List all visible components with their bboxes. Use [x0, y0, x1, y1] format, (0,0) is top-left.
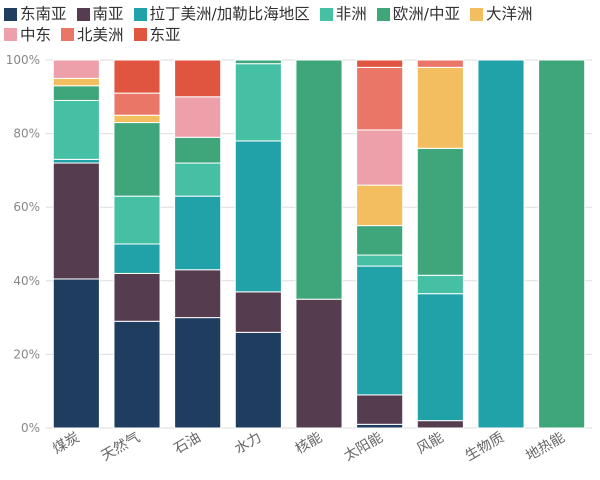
x-category-label: 煤炭: [50, 430, 82, 458]
bar-segment: [113, 114, 161, 124]
bar-segment: [113, 92, 161, 116]
y-tick-label: 40%: [13, 274, 40, 288]
legend-swatch: [4, 28, 17, 41]
bar-segment: [234, 291, 282, 333]
bar-segment: [356, 225, 404, 256]
bar-segment: [174, 195, 222, 271]
x-axis-labels: 煤炭 天然气 石油 水力 核能 太阳能 风能 生物质 地热能: [50, 429, 568, 465]
bar-segment: [52, 99, 100, 160]
bar-segment: [52, 85, 100, 101]
y-tick-label: 0%: [21, 421, 40, 435]
bar-segment: [356, 129, 404, 186]
bar-segment: [416, 66, 464, 149]
bar-segment: [174, 136, 222, 164]
bar-segment: [234, 140, 282, 293]
legend-swatch: [133, 7, 147, 21]
legend-item[interactable]: 东亚: [133, 25, 181, 45]
bar-segment: [356, 184, 404, 227]
bar-segment: [113, 122, 161, 197]
legend-item[interactable]: 北美洲: [61, 25, 124, 45]
bar-segment: [416, 59, 464, 68]
y-tick-label: 80%: [13, 127, 40, 141]
bar-segment: [234, 331, 282, 429]
legend-label: 东南亚: [20, 5, 67, 23]
bar-segment: [416, 274, 464, 295]
bar-segment: [52, 77, 100, 87]
legend-swatch: [76, 7, 90, 21]
bar-segment: [52, 162, 100, 280]
bar-segment: [174, 269, 222, 319]
bar-segment: [477, 59, 525, 429]
bar-segment: [174, 59, 222, 98]
bar-segment: [113, 272, 161, 322]
bar-segment: [174, 162, 222, 197]
y-tick-label: 20%: [13, 347, 40, 361]
bar-segment: [416, 147, 464, 276]
bar-segment: [174, 96, 222, 138]
bar-segment: [174, 317, 222, 429]
legend-swatch: [319, 7, 333, 21]
bar-segment: [356, 423, 404, 429]
bar-segment: [356, 59, 404, 68]
legend-label: 拉丁美洲/加勒比海地区: [149, 5, 310, 23]
legend-swatch: [4, 7, 17, 21]
bar-segment: [356, 394, 404, 425]
x-category-label: 水力: [232, 430, 264, 458]
legend-label: 大洋洲: [486, 5, 533, 23]
bar-segment: [538, 59, 586, 429]
legend-label: 东亚: [149, 25, 181, 44]
bar-segment: [416, 293, 464, 422]
bars: [52, 59, 586, 429]
bar-segment: [416, 420, 464, 429]
bar-segment: [295, 298, 343, 429]
legend: 东南亚 南亚 拉丁美洲/加勒比海地区 非洲 欧洲/中亚 大洋洲中东 北美洲 东亚: [4, 4, 596, 45]
y-axis-ticks: 0% 20% 40% 60% 80% 100%: [6, 53, 40, 435]
legend-item[interactable]: 中东: [4, 25, 51, 45]
y-tick-label: 100%: [6, 53, 40, 67]
y-tick-label: 60%: [13, 200, 40, 214]
legend-item[interactable]: 非洲: [319, 4, 367, 24]
x-category-label: 核能: [293, 430, 325, 458]
legend-label: 欧洲/中亚: [392, 5, 461, 23]
legend-item[interactable]: 拉丁美洲/加勒比海地区: [133, 4, 310, 24]
x-category-label: 石油: [171, 430, 203, 458]
bar-segment: [295, 59, 343, 300]
bar-segment: [113, 195, 161, 245]
legend-item[interactable]: 东南亚: [4, 4, 67, 24]
x-category-label: 地热能: [523, 430, 567, 465]
bar-segment: [113, 243, 161, 274]
legend-label: 中东: [20, 25, 52, 44]
bar-segment: [234, 63, 282, 142]
bar-segment: [356, 66, 404, 131]
bar-segment: [356, 265, 404, 396]
x-category-label: 风能: [414, 430, 446, 458]
x-category-label: 天然气: [98, 429, 143, 465]
legend-item[interactable]: 南亚: [76, 4, 124, 24]
bar-segment: [52, 158, 100, 164]
legend-swatch: [376, 7, 390, 21]
bar-segment: [52, 278, 100, 429]
legend-label: 北美洲: [77, 25, 124, 44]
legend-label: 南亚: [92, 5, 124, 23]
bar-segment: [113, 59, 161, 94]
legend-swatch: [61, 28, 75, 41]
legend-swatch: [470, 7, 484, 21]
bar-segment: [234, 59, 282, 65]
x-category-label: 生物质: [463, 430, 507, 465]
x-category-label: 太阳能: [341, 430, 385, 465]
legend-swatch: [133, 28, 147, 41]
bar-segment: [356, 254, 404, 267]
bar-segment: [113, 320, 161, 429]
bar-segment: [52, 59, 100, 79]
legend-label: 非洲: [335, 5, 367, 23]
legend-item[interactable]: 欧洲/中亚: [376, 4, 461, 24]
legend-item[interactable]: 大洋洲: [470, 4, 533, 24]
